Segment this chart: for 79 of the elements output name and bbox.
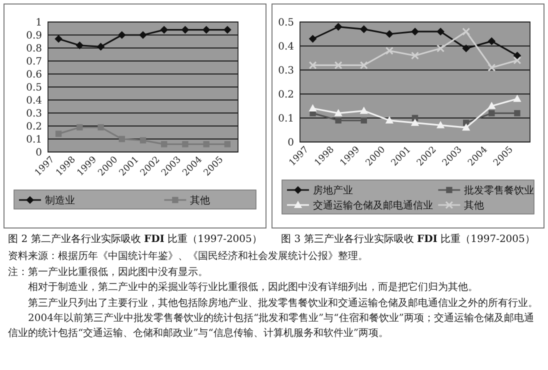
y-tick-label: 0.7: [26, 56, 42, 68]
point: [514, 95, 521, 102]
point: [386, 116, 394, 124]
legend-label: 制造业: [45, 194, 75, 206]
y-tick-label: 0: [36, 148, 42, 158]
point: [140, 137, 146, 144]
legend-label: 房地产业: [313, 184, 353, 196]
point: [160, 26, 168, 34]
point: [118, 136, 125, 142]
point: [360, 117, 367, 124]
point: [161, 141, 168, 148]
legend-label: 其他: [464, 200, 484, 212]
y-tick-label: 0.2: [278, 90, 294, 100]
point: [513, 56, 522, 64]
y-tick-label: 0.4: [278, 42, 294, 52]
point: [118, 31, 126, 39]
y-tick-label: 0.9: [26, 30, 42, 42]
point: [334, 23, 342, 30]
point: [436, 28, 444, 36]
point: [334, 61, 342, 70]
point: [98, 124, 104, 130]
point: [309, 35, 316, 42]
y-tick-label: 0.8: [26, 44, 42, 54]
point: [360, 26, 368, 33]
point: [411, 119, 419, 126]
y-tick-label: 0.5: [278, 18, 294, 28]
y-tick-label: 0.2: [26, 122, 42, 132]
point: [488, 64, 496, 72]
point: [386, 30, 394, 38]
text: 图 3 第三产业各行业实际吸收 FDI 比重（1997-2005）: [281, 233, 535, 245]
point: [224, 26, 232, 34]
y-tick-label: 0: [288, 138, 294, 148]
point: [54, 35, 62, 43]
point: [514, 52, 521, 60]
point: [203, 141, 210, 148]
point: [308, 61, 317, 70]
y-tick-label: 1: [36, 18, 42, 28]
text: 注：第一产业比重很低，因此图中没有显示。: [8, 266, 209, 280]
point: [334, 110, 342, 116]
point: [335, 117, 342, 124]
point: [224, 141, 231, 148]
text: 2004年以前第三产业中批发零售餐饮业的统计包括“批发和零售业”与“住宿和餐饮业”两项；交通运输仓储及邮电通信业的统计包括“交通运输、仓储和邮政业”与“信息传输、计算机服务和软件业”两项。: [8, 312, 535, 340]
text: 资料来源：根据历年《中国统计年鉴》、《国民经济和社会发展统计公报》整理。: [8, 250, 369, 264]
legend-label: 其他: [190, 194, 210, 206]
point: [488, 102, 496, 110]
point: [55, 130, 62, 137]
point: [139, 31, 147, 39]
point: [385, 46, 394, 55]
text: 相对于制造业，第二产业中的采掘业等行业比重很低，因此图中没有详细列出，而是把它们归为其他。: [27, 281, 479, 295]
point: [411, 52, 419, 60]
y-tick-label: 0.3: [278, 66, 294, 76]
point: [76, 124, 83, 130]
legend-label: 交通运输仓储及邮电通信业: [313, 200, 433, 212]
legend-label: 批发零售餐饮业: [464, 184, 534, 196]
point: [462, 124, 470, 131]
y-tick-label: 0.1: [278, 114, 294, 124]
point: [97, 43, 104, 50]
point: [360, 107, 368, 114]
point: [182, 141, 188, 148]
point: [182, 26, 189, 34]
y-tick-label: 0.4: [26, 96, 42, 106]
point: [436, 44, 445, 52]
point: [360, 61, 368, 70]
y-tick-label: 0.5: [26, 82, 42, 94]
y-tick-label: 0.6: [26, 70, 42, 80]
point: [202, 26, 210, 34]
point: [76, 42, 84, 50]
point: [488, 110, 495, 116]
point: [462, 28, 470, 36]
y-tick-label: 0.1: [26, 134, 42, 146]
text: 图 2 第二产业各行业实际吸收 FDI 比重（1997-2005）: [8, 233, 262, 245]
point: [462, 44, 470, 52]
point: [436, 122, 444, 128]
point: [488, 38, 496, 45]
point: [411, 28, 419, 36]
point: [309, 104, 316, 112]
text: 第三产业只列出了主要行业，其他包括除房地产业、批发零售餐饮业和交通运输仓储及邮电通信业之外的所有行业。: [27, 296, 539, 310]
y-tick-label: 0.3: [26, 108, 42, 120]
point: [514, 110, 520, 116]
